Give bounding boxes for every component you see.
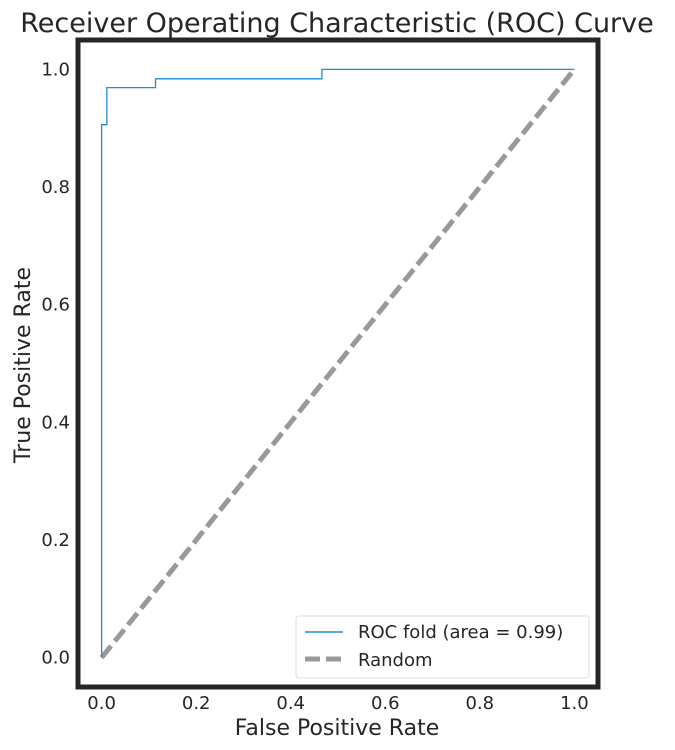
legend-box xyxy=(295,615,590,679)
x-tick-label: 0.8 xyxy=(465,693,494,714)
y-tick-label: 1.0 xyxy=(41,59,70,80)
y-tick-label: 0.0 xyxy=(41,648,70,669)
y-tick-label: 0.6 xyxy=(41,295,70,316)
x-tick-label: 0.0 xyxy=(87,693,116,714)
x-tick-label: 0.4 xyxy=(276,693,305,714)
x-tick-label: 0.2 xyxy=(182,693,211,714)
x-tick-label: 0.6 xyxy=(371,693,400,714)
series-line-random xyxy=(99,67,577,660)
plot-area xyxy=(99,67,577,660)
x-tick-labels: 0.0 0.2 0.4 0.6 0.8 1.0 xyxy=(87,693,588,714)
y-tick-label: 0.4 xyxy=(41,412,70,433)
x-tick-label: 1.0 xyxy=(560,693,589,714)
plot-frame xyxy=(75,37,601,690)
legend-label-random: Random xyxy=(358,650,433,671)
y-tick-label: 0.8 xyxy=(41,177,70,198)
legend-label-roc: ROC fold (area = 0.99) xyxy=(358,622,563,643)
x-axis-label: False Positive Rate xyxy=(235,716,439,741)
y-tick-labels: 0.0 0.2 0.4 0.6 0.8 1.0 xyxy=(41,59,70,668)
y-axis-label: True Positive Rate xyxy=(11,267,36,464)
legend: ROC fold (area = 0.99) Random xyxy=(295,615,590,679)
chart-title: Receiver Operating Characteristic (ROC) … xyxy=(20,8,654,39)
y-tick-label: 0.2 xyxy=(41,530,70,551)
series-line-roc xyxy=(100,68,575,658)
